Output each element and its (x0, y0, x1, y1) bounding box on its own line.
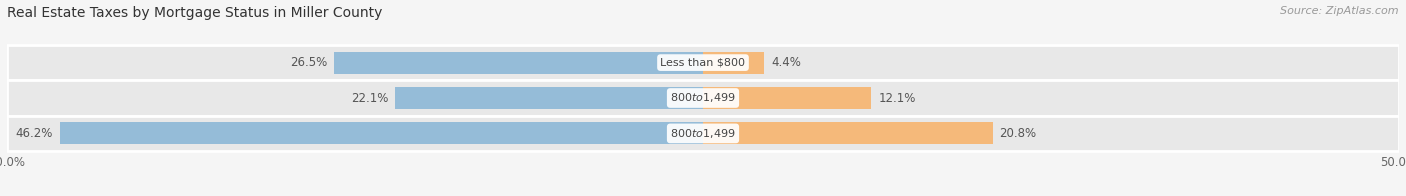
Bar (7, 45, 1399, 80)
Bar (395, 87, 703, 109)
Bar (703, 87, 872, 109)
Text: 20.8%: 20.8% (1000, 127, 1036, 140)
Text: $800 to $1,499: $800 to $1,499 (671, 127, 735, 140)
Bar (7, 80, 1399, 116)
Bar (7, 116, 1399, 151)
Text: Less than $800: Less than $800 (661, 58, 745, 68)
Bar (703, 52, 765, 74)
Bar (60, 122, 703, 144)
Text: Source: ZipAtlas.com: Source: ZipAtlas.com (1281, 6, 1399, 16)
Bar (335, 52, 703, 74)
Text: Real Estate Taxes by Mortgage Status in Miller County: Real Estate Taxes by Mortgage Status in … (7, 6, 382, 20)
Text: 12.1%: 12.1% (879, 92, 915, 104)
Text: 4.4%: 4.4% (772, 56, 801, 69)
Bar (703, 122, 993, 144)
Text: 26.5%: 26.5% (290, 56, 328, 69)
Text: $800 to $1,499: $800 to $1,499 (671, 92, 735, 104)
Text: 46.2%: 46.2% (15, 127, 53, 140)
Text: 22.1%: 22.1% (352, 92, 388, 104)
